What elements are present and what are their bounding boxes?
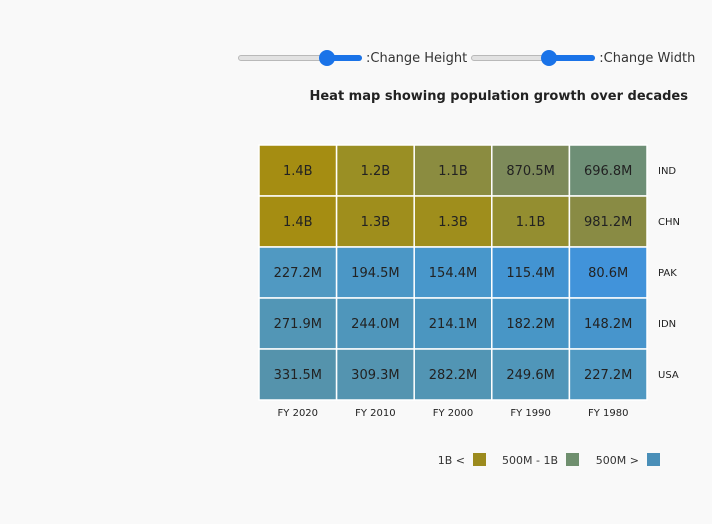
cell-value-label: 282.2M <box>429 368 477 383</box>
width-slider-fill <box>549 55 596 61</box>
cell-value-label: 214.1M <box>429 317 477 332</box>
height-slider[interactable] <box>236 47 364 69</box>
width-slider[interactable] <box>469 47 597 69</box>
cell-value-label: 194.5M <box>351 266 399 281</box>
heatmap-cell[interactable] <box>568 246 648 299</box>
legend-swatch <box>647 453 660 466</box>
heatmap-cell[interactable] <box>413 246 493 299</box>
cell-value-label: 1.2B <box>361 164 391 179</box>
chart-controls: :Change Height :Change Width <box>236 47 697 69</box>
heatmap-cell[interactable] <box>258 297 338 350</box>
heatmap-cell[interactable] <box>568 348 648 401</box>
cell-value-label: 1.1B <box>438 164 468 179</box>
cell-value-label: 309.3M <box>351 368 399 383</box>
width-slider-label: :Change Width <box>599 50 696 66</box>
cell-value-label: 148.2M <box>584 317 632 332</box>
y-axis-label: USA <box>658 370 679 381</box>
height-slider-thumb[interactable] <box>319 50 335 66</box>
heatmap-cell[interactable] <box>568 144 648 197</box>
height-slider-fill <box>327 55 362 61</box>
cell-value-label: 80.6M <box>588 266 628 281</box>
height-slider-label: :Change Height <box>366 50 468 66</box>
cell-value-label: 271.9M <box>274 317 322 332</box>
x-axis-label: FY 1990 <box>510 408 551 419</box>
y-axis-label: IDN <box>658 319 676 330</box>
x-axis-label: FY 2000 <box>433 408 474 419</box>
width-slider-thumb[interactable] <box>541 50 558 66</box>
cell-value-label: 154.4M <box>429 266 477 281</box>
legend-label: 500M > <box>596 454 639 467</box>
heatmap-cell[interactable] <box>335 297 415 350</box>
cell-value-label: 1.4B <box>283 164 313 179</box>
cell-value-label: 696.8M <box>584 164 632 179</box>
y-axis-label: PAK <box>658 268 677 279</box>
legend-swatch <box>566 453 579 466</box>
heatmap-cell[interactable] <box>568 195 648 248</box>
cell-value-label: 981.2M <box>584 215 632 230</box>
cell-value-label: 1.1B <box>516 215 546 230</box>
cell-value-label: 1.4B <box>283 215 313 230</box>
cell-value-label: 182.2M <box>506 317 554 332</box>
heatmap-cell[interactable] <box>258 348 338 401</box>
heatmap-cell[interactable] <box>413 348 493 401</box>
heatmap-cell[interactable] <box>258 195 338 248</box>
heatmap-cell[interactable] <box>491 348 571 401</box>
legend-label: 1B < <box>438 454 465 467</box>
cell-value-label: 244.0M <box>351 317 399 332</box>
x-axis-label: FY 2020 <box>278 408 319 419</box>
y-axis-label: CHN <box>658 217 680 228</box>
cell-value-label: 227.2M <box>274 266 322 281</box>
heatmap-cell[interactable] <box>491 246 571 299</box>
y-axis-label: IND <box>658 166 676 177</box>
chart-title: Heat map showing population growth over … <box>309 89 688 104</box>
cell-value-label: 331.5M <box>274 368 322 383</box>
legend-label: 500M - 1B <box>502 454 558 467</box>
heatmap-cell[interactable] <box>568 297 648 350</box>
x-axis-label: FY 2010 <box>355 408 396 419</box>
heatmap-cell[interactable] <box>335 195 415 248</box>
heatmap-cell[interactable] <box>335 348 415 401</box>
cell-value-label: 1.3B <box>438 215 468 230</box>
cell-value-label: 870.5M <box>506 164 554 179</box>
heatmap-cell[interactable] <box>413 297 493 350</box>
heatmap-cell[interactable] <box>491 297 571 350</box>
x-axis-label: FY 1980 <box>588 408 629 419</box>
cell-value-label: 249.6M <box>506 368 554 383</box>
cell-value-label: 115.4M <box>506 266 554 281</box>
cell-value-label: 1.3B <box>361 215 391 230</box>
legend-swatch <box>473 453 486 466</box>
cell-value-label: 227.2M <box>584 368 632 383</box>
